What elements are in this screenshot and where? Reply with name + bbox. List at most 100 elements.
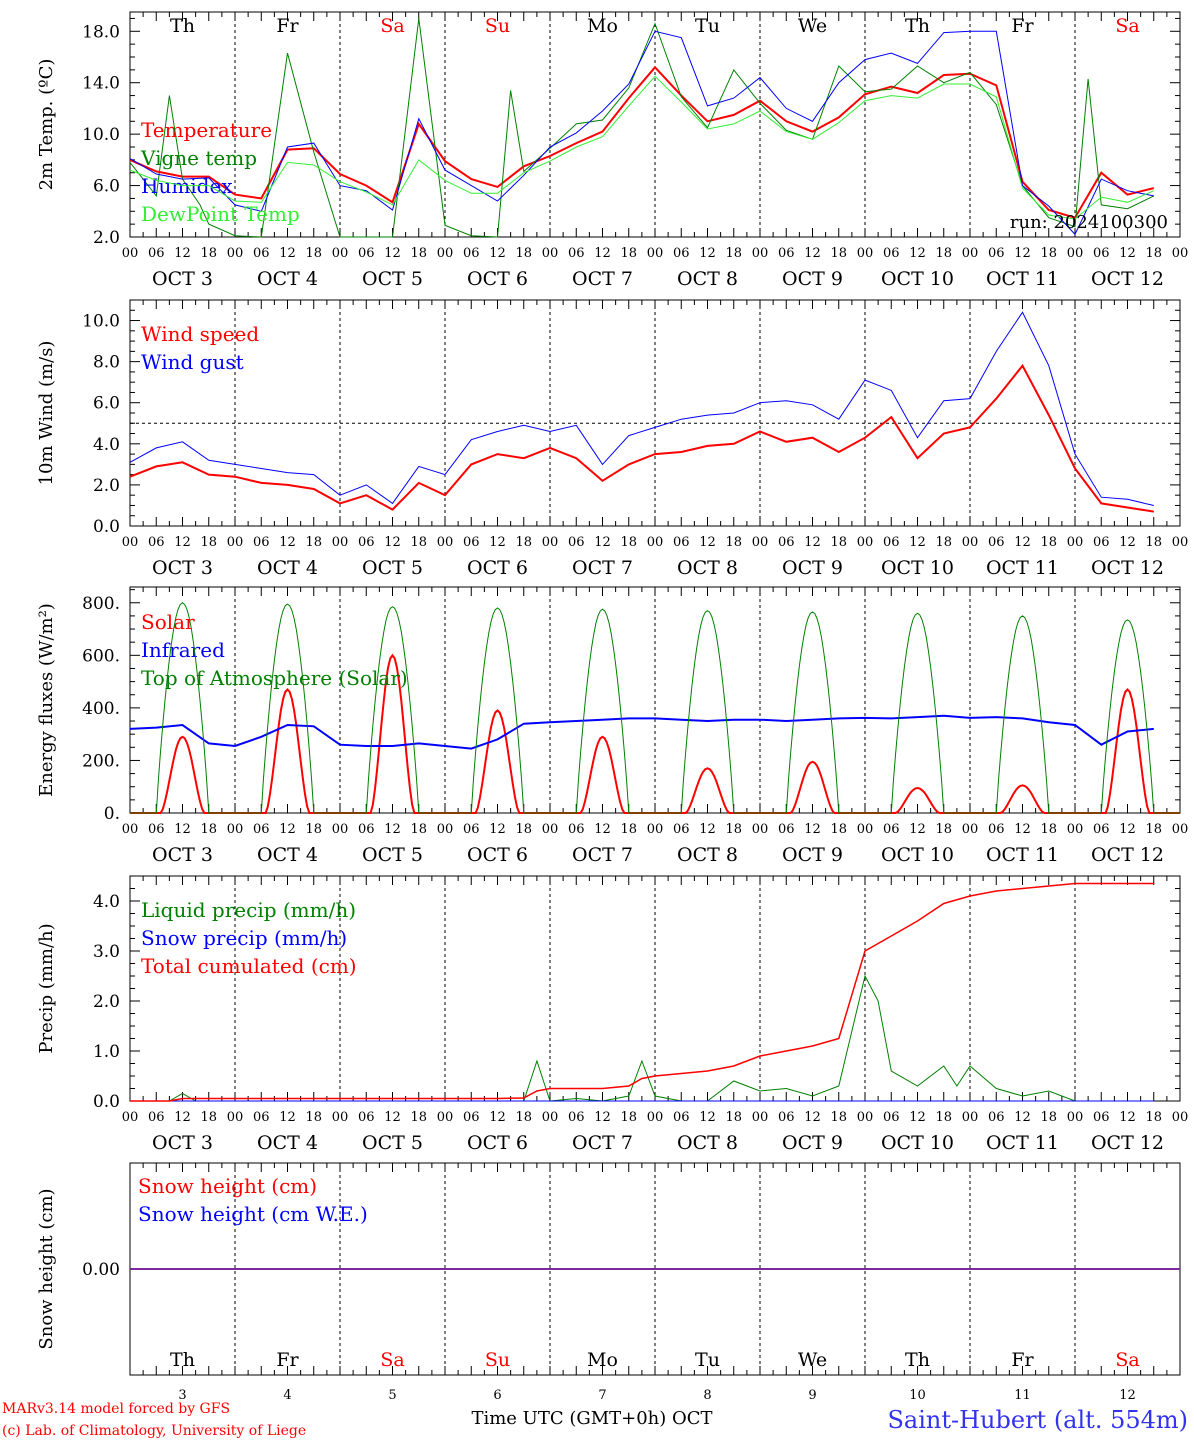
hour-label: 12	[384, 246, 401, 261]
date-label: OCT 7	[572, 1132, 633, 1154]
legend-entry: Temperature	[141, 118, 272, 142]
series-line-dewpoint-temp	[129, 75, 1155, 220]
date-label: OCT 12	[1091, 268, 1164, 290]
date-label: OCT 10	[881, 1132, 954, 1154]
hour-label: 12	[1014, 822, 1031, 837]
hour-label: 00	[647, 535, 664, 550]
hour-label: 06	[988, 1110, 1005, 1125]
hour-label: 00	[857, 1110, 874, 1125]
hour-label: 12	[279, 1110, 296, 1125]
hour-label: 12	[384, 822, 401, 837]
legend-entry: Solar	[141, 610, 195, 634]
run-label: run: 2024100300	[1010, 212, 1168, 233]
hour-label: 00	[542, 822, 559, 837]
hour-label: 00	[437, 535, 454, 550]
hour-label: 12	[594, 246, 611, 261]
hour-label: 00	[1172, 822, 1189, 837]
y-tick-label: 800.	[82, 594, 120, 614]
series-line-infrared	[129, 714, 1154, 750]
date-label: OCT 3	[152, 268, 213, 290]
hour-label: 06	[673, 535, 690, 550]
hour-label: 12	[909, 822, 926, 837]
day-number: 3	[178, 1388, 186, 1403]
hour-label: 06	[358, 246, 375, 261]
day-name: Mo	[587, 1349, 618, 1371]
date-label: OCT 11	[986, 844, 1059, 866]
date-label: OCT 11	[986, 1132, 1059, 1154]
day-name: Th	[170, 1349, 195, 1371]
date-label: OCT 4	[257, 1132, 318, 1154]
hour-label: 12	[279, 822, 296, 837]
hour-label: 06	[568, 822, 585, 837]
date-label: OCT 8	[677, 1132, 738, 1154]
hour-label: 00	[122, 535, 139, 550]
day-name: Mo	[587, 15, 618, 37]
hour-label: 18	[620, 246, 637, 261]
y-tick-label: 10.0	[82, 125, 120, 145]
hour-label: 12	[174, 535, 191, 550]
hour-label: 00	[647, 822, 664, 837]
hour-label: 00	[1172, 246, 1189, 261]
hour-label: 18	[935, 1110, 952, 1125]
hour-label: 12	[279, 535, 296, 550]
date-label: OCT 4	[257, 268, 318, 290]
y-tick-label: 4.0	[93, 892, 120, 912]
legend-entry: Snow precip (mm/h)	[141, 926, 347, 950]
y-tick-label: 6.0	[93, 394, 120, 414]
hour-label: 18	[725, 822, 742, 837]
hour-label: 00	[332, 1110, 349, 1125]
hour-label: 12	[909, 246, 926, 261]
hour-label: 18	[515, 822, 532, 837]
hour-label: 00	[962, 822, 979, 837]
day-number: 10	[909, 1388, 926, 1403]
hour-label: 18	[830, 246, 847, 261]
date-label: OCT 11	[986, 268, 1059, 290]
date-label: OCT 9	[782, 268, 843, 290]
day-name: Tu	[695, 1349, 720, 1371]
hour-label: 00	[752, 1110, 769, 1125]
y-tick-label: 200.	[82, 751, 120, 771]
day-number: 8	[703, 1388, 711, 1403]
hour-label: 12	[489, 246, 506, 261]
hour-label: 00	[227, 535, 244, 550]
chart-panel-3: 0. 200. 400. 600. 800. Energy fluxes (W/m²) So…	[36, 586, 1189, 866]
day-name: Fr	[1011, 15, 1034, 37]
hour-label: 12	[804, 246, 821, 261]
hour-label: 18	[410, 1110, 427, 1125]
hour-label: 12	[1119, 1110, 1136, 1125]
day-name: Sa	[1115, 15, 1139, 37]
y-tick-label: 400.	[82, 699, 120, 719]
hour-label: 06	[1093, 822, 1110, 837]
hour-label: 12	[699, 535, 716, 550]
series-line-liquid-precip-mm-h	[130, 974, 1154, 1102]
date-label: OCT 8	[677, 268, 738, 290]
hour-label: 12	[1014, 535, 1031, 550]
hour-label: 18	[620, 535, 637, 550]
date-label: OCT 6	[467, 268, 528, 290]
y-tick-label: 1.0	[93, 1042, 120, 1062]
hour-label: 00	[542, 535, 559, 550]
hour-label: 12	[909, 1110, 926, 1125]
hour-label: 00	[332, 246, 349, 261]
day-number: 9	[808, 1388, 816, 1403]
day-name: We	[798, 15, 827, 37]
hour-label: 18	[305, 822, 322, 837]
hour-label: 06	[148, 1110, 165, 1125]
day-number: 7	[598, 1388, 606, 1403]
hour-label: 18	[410, 822, 427, 837]
hour-label: 00	[752, 535, 769, 550]
date-label: OCT 10	[881, 268, 954, 290]
legend-entry: Top of Atmosphere (Solar)	[141, 666, 408, 690]
hour-label: 00	[1067, 822, 1084, 837]
hour-label: 00	[227, 246, 244, 261]
hour-label: 06	[148, 535, 165, 550]
date-label: OCT 7	[572, 557, 633, 579]
hour-label: 18	[935, 535, 952, 550]
date-label: OCT 10	[881, 844, 954, 866]
hour-label: 18	[1040, 1110, 1057, 1125]
legend-entry: Wind gust	[141, 350, 244, 374]
hour-label: 00	[752, 246, 769, 261]
hour-label: 18	[1145, 246, 1162, 261]
hour-label: 00	[962, 535, 979, 550]
